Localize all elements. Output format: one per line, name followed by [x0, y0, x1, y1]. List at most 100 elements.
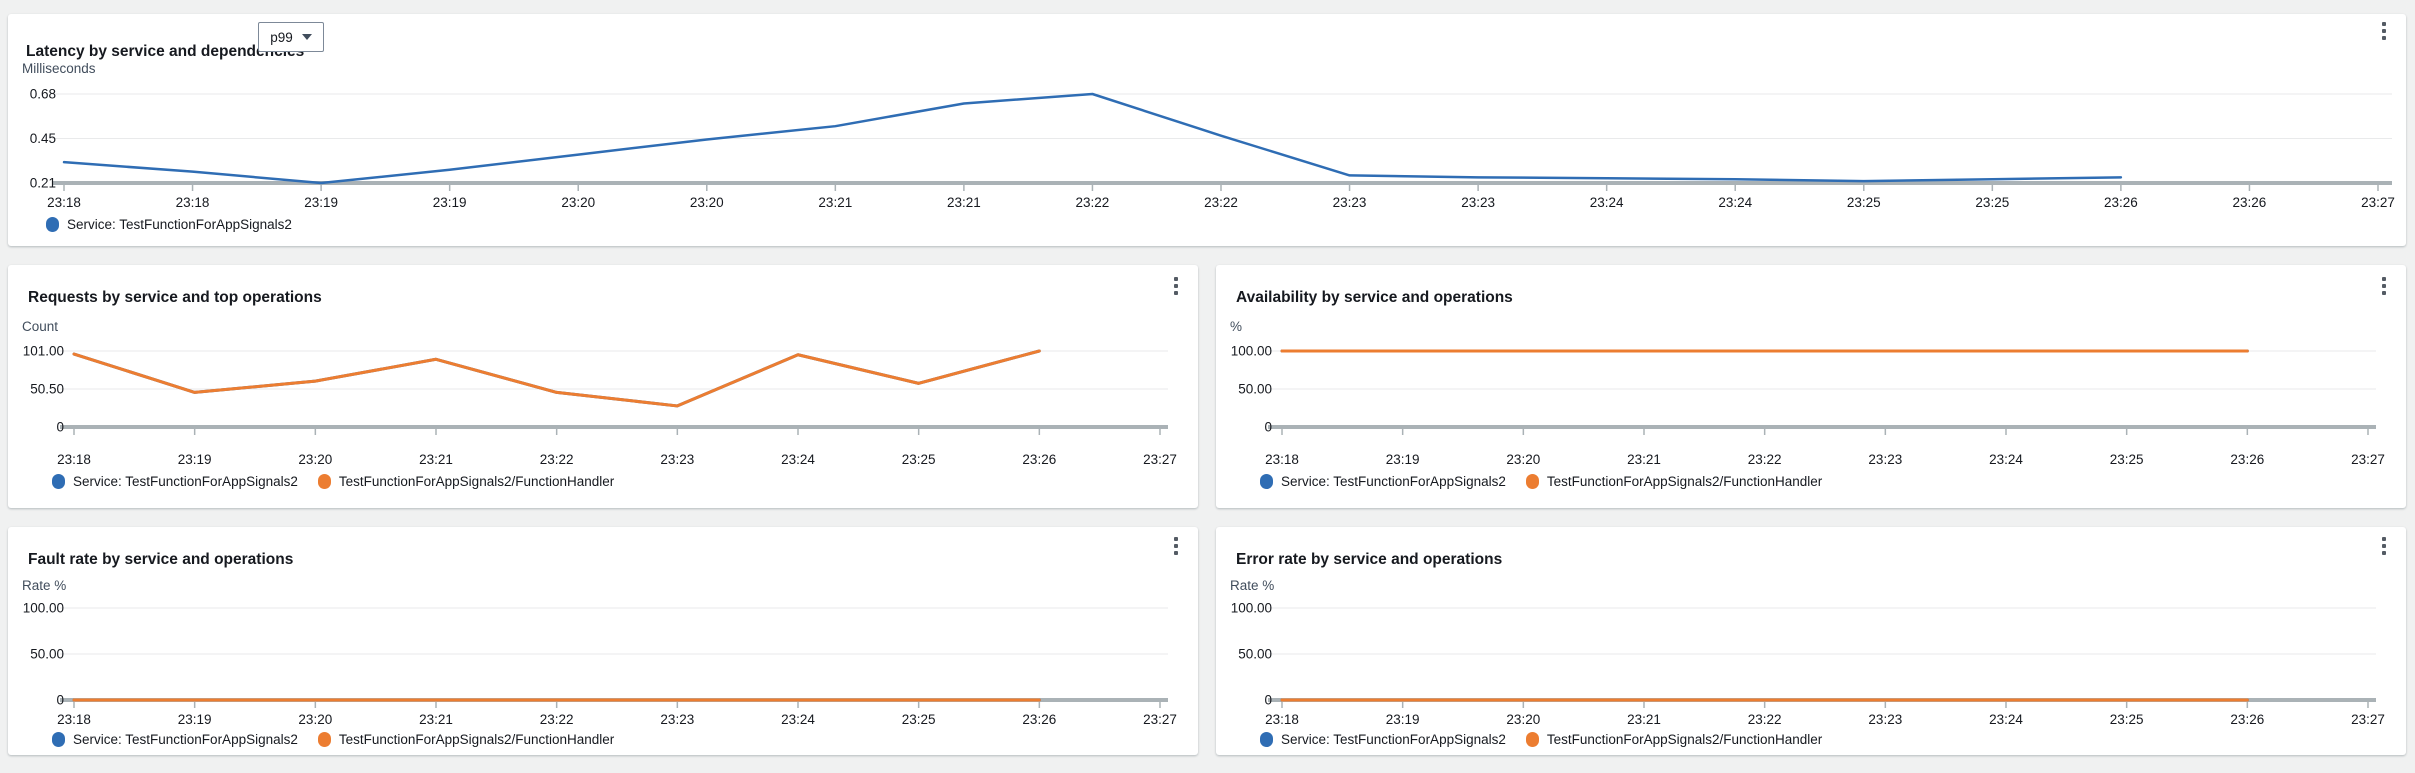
x-tick-label: 23:23 — [1333, 195, 1367, 210]
y-tick-label: 0.68 — [30, 87, 56, 102]
x-tick-label: 23:22 — [540, 712, 574, 727]
legend-item[interactable]: TestFunctionForAppSignals2/FunctionHandl… — [1525, 474, 1823, 489]
x-tick-label: 23:19 — [304, 195, 338, 210]
latency-panel: Latency by service and dependencies p99 … — [8, 14, 2406, 246]
legend-label: TestFunctionForAppSignals2/FunctionHandl… — [1546, 474, 1823, 489]
y-tick-label: 0 — [1264, 420, 1272, 435]
x-tick-label: 23:21 — [947, 195, 981, 210]
x-tick-label: 23:26 — [2230, 452, 2264, 467]
chart-legend: Service: TestFunctionForAppSignals2 — [46, 217, 292, 232]
x-tick-label: 23:19 — [178, 712, 212, 727]
x-tick-label: 23:27 — [2351, 712, 2385, 727]
chart-canvas[interactable]: 101.00 50.50 0 23:18 23:19 23:20 23:21 23:22 23:… — [8, 265, 1198, 508]
legend-item[interactable]: Service: TestFunctionForAppSignals2 — [52, 732, 298, 747]
y-tick-label: 0 — [1264, 693, 1272, 708]
statistic-dropdown[interactable]: p99 — [258, 22, 324, 52]
legend-label: Service: TestFunctionForAppSignals2 — [73, 732, 298, 747]
legend-marker — [46, 217, 59, 232]
x-tick-label: 23:19 — [1386, 452, 1420, 467]
chart-canvas[interactable]: 100.00 50.00 0 23:18 23:19 23:20 23:21 23:22 23:… — [1216, 527, 2406, 755]
y-tick-label: 50.50 — [30, 382, 64, 397]
x-tick-label: 23:18 — [1265, 712, 1299, 727]
x-tick-label: 23:25 — [902, 452, 936, 467]
panel-title: Latency by service and dependencies — [26, 43, 305, 60]
legend-marker — [317, 732, 331, 747]
panel-title: Error rate by service and operations — [1236, 551, 1503, 568]
x-tick-label: 23:26 — [2230, 712, 2264, 727]
x-tick-label: 23:20 — [298, 712, 332, 727]
legend-item[interactable]: Service: TestFunctionForAppSignals2 — [52, 474, 298, 489]
x-tick-label: 23:24 — [781, 712, 815, 727]
y-tick-label: 0.45 — [30, 131, 56, 146]
panel-title: Availability by service and operations — [1236, 289, 1513, 306]
x-tick-label: 23:25 — [2110, 712, 2144, 727]
panel-title: Fault rate by service and operations — [28, 551, 294, 568]
chart-canvas[interactable]: 100.00 50.00 0 23:18 23:19 23:20 23:21 23:22 23:… — [1216, 265, 2406, 508]
x-tick-label: 23:18 — [47, 195, 81, 210]
legend-item[interactable]: Service: TestFunctionForAppSignals2 — [46, 217, 292, 232]
kebab-menu-icon[interactable] — [2376, 275, 2392, 297]
x-tick-label: 23:20 — [298, 452, 332, 467]
panel-title: Requests by service and top operations — [28, 289, 322, 306]
x-tick-label: 23:24 — [1718, 195, 1752, 210]
kebab-menu-icon[interactable] — [2376, 20, 2392, 42]
availability-panel: Availability by service and operations %… — [1216, 265, 2406, 508]
kebab-menu-icon[interactable] — [2376, 535, 2392, 557]
y-tick-label: 0 — [56, 693, 64, 708]
x-tick-label: 23:26 — [2233, 195, 2267, 210]
fault-rate-panel: Fault rate by service and operations Rat… — [8, 527, 1198, 755]
x-tick-label: 23:20 — [1506, 452, 1540, 467]
series-line — [72, 349, 1041, 408]
legend-marker — [317, 474, 331, 489]
x-tick-label: 23:18 — [57, 452, 91, 467]
x-tick-label: 23:22 — [1748, 452, 1782, 467]
x-tick-label: 23:18 — [1265, 452, 1299, 467]
legend-marker — [52, 732, 65, 747]
x-tick-label: 23:26 — [2104, 195, 2138, 210]
y-tick-label: 100.00 — [23, 601, 64, 616]
x-tick-label: 23:25 — [2110, 452, 2144, 467]
y-axis-unit-label: Rate % — [1230, 578, 1275, 593]
legend-item[interactable]: TestFunctionForAppSignals2/FunctionHandl… — [317, 732, 614, 747]
x-tick-label: 23:24 — [781, 452, 815, 467]
x-tick-label: 23:21 — [818, 195, 852, 210]
chart-legend: Service: TestFunctionForAppSignals2 TestF… — [52, 732, 614, 747]
y-axis-unit-label: % — [1230, 319, 1243, 334]
legend-item[interactable]: TestFunctionForAppSignals2/FunctionHandl… — [317, 474, 614, 489]
x-tick-label: 23:21 — [1627, 452, 1661, 467]
requests-panel: Requests by service and top operations C… — [8, 265, 1198, 508]
x-tick-label: 23:27 — [1143, 712, 1177, 727]
legend-item[interactable]: Service: TestFunctionForAppSignals2 — [1260, 474, 1506, 489]
chart-legend: Service: TestFunctionForAppSignals2 TestF… — [1260, 732, 1822, 747]
x-tick-label: 23:23 — [1868, 712, 1902, 727]
x-tick-label: 23:25 — [1847, 195, 1881, 210]
x-tick-label: 23:19 — [433, 195, 467, 210]
x-tick-label: 23:24 — [1989, 712, 2023, 727]
dashboard-row: Fault rate by service and operations Rat… — [8, 527, 2406, 755]
x-tick-label: 23:23 — [1868, 452, 1902, 467]
x-tick-label: 23:24 — [1590, 195, 1624, 210]
chevron-down-icon — [301, 34, 312, 40]
y-axis-unit-label: Count — [22, 319, 59, 334]
y-axis-unit-label: Milliseconds — [22, 61, 96, 76]
series-line — [62, 92, 2123, 185]
y-tick-label: 50.00 — [1238, 647, 1272, 662]
x-tick-label: 23:27 — [1143, 452, 1177, 467]
chart-canvas[interactable]: 0.68 0.45 0.21 23:18 23:18 23:19 23:19 23:20 23:… — [8, 14, 2406, 246]
kebab-menu-icon[interactable] — [1168, 535, 1184, 557]
chart-canvas[interactable]: 100.00 50.00 0 23:18 23:19 23:20 23:21 23:22 23:… — [8, 527, 1198, 755]
legend-label: Service: TestFunctionForAppSignals2 — [1281, 474, 1506, 489]
legend-item[interactable]: TestFunctionForAppSignals2/FunctionHandl… — [1525, 732, 1822, 747]
x-tick-label: 23:23 — [660, 452, 694, 467]
x-tick-label: 23:22 — [1204, 195, 1238, 210]
y-tick-label: 100.00 — [1231, 344, 1272, 359]
x-tick-label: 23:22 — [540, 452, 574, 467]
kebab-menu-icon[interactable] — [1168, 275, 1184, 297]
legend-marker — [1260, 474, 1273, 489]
legend-marker — [1525, 474, 1539, 489]
x-tick-label: 23:22 — [1076, 195, 1110, 210]
dashboard-row: Requests by service and top operations C… — [8, 265, 2406, 508]
legend-item[interactable]: Service: TestFunctionForAppSignals2 — [1260, 732, 1506, 747]
x-tick-label: 23:25 — [902, 712, 936, 727]
x-tick-label: 23:18 — [57, 712, 91, 727]
